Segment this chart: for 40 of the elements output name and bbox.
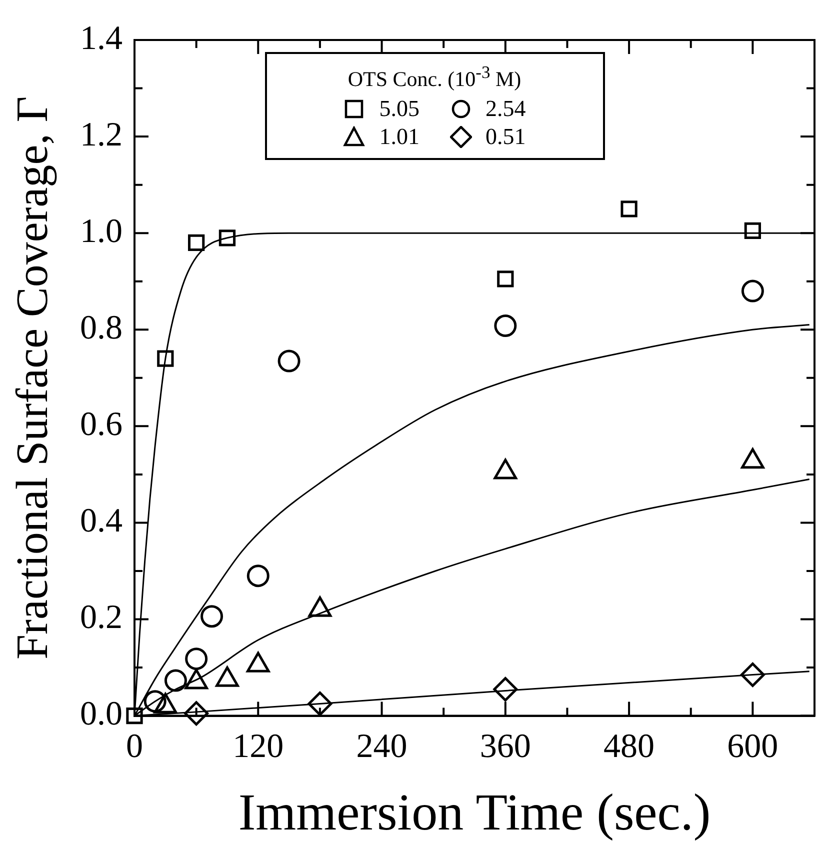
legend-title: OTS Conc. (10$^{-3}$ M): [346, 62, 522, 92]
legend-label: 2.54: [486, 96, 526, 122]
point: [164, 669, 187, 692]
point: [740, 662, 765, 688]
point: [126, 707, 143, 724]
point: [620, 200, 638, 218]
point: [184, 701, 209, 726]
x-tick-label: 120: [232, 728, 284, 766]
point: [246, 564, 270, 588]
point: [218, 230, 236, 246]
point: [741, 280, 764, 302]
x-tick-label: 600: [727, 728, 778, 766]
y-tick-label: 1.0: [80, 213, 122, 250]
x-tick-label: 0: [126, 728, 143, 766]
point: [185, 648, 208, 670]
point: [278, 350, 300, 372]
y-tick-label: 0.8: [80, 310, 122, 347]
y-tick-label: 1.2: [80, 116, 122, 154]
y-axis-title: Fractional Surface Coverage, Γ: [6, 96, 57, 660]
y-tick-label: 0.2: [80, 599, 122, 636]
point: [188, 234, 205, 252]
point: [157, 350, 174, 367]
legend-label: 1.01: [379, 124, 420, 150]
point: [744, 222, 762, 239]
y-tick-label: 0.6: [80, 406, 122, 444]
x-tick-label: 360: [480, 728, 531, 766]
y-tick-label: 1.4: [80, 20, 122, 57]
x-tick-label: 240: [356, 728, 408, 766]
point: [497, 270, 514, 288]
legend-label: 5.05: [379, 96, 420, 122]
point: [144, 690, 166, 713]
point: [308, 691, 332, 716]
y-tick-label: 0.0: [80, 696, 122, 733]
y-tick-label: 0.4: [80, 502, 122, 540]
legend-label: 0.51: [486, 124, 526, 150]
point: [494, 314, 517, 338]
point: [200, 605, 224, 628]
x-tick-label: 480: [604, 728, 655, 766]
x-axis-title: Immersion Time (sec.): [238, 784, 711, 842]
point: [493, 677, 518, 702]
